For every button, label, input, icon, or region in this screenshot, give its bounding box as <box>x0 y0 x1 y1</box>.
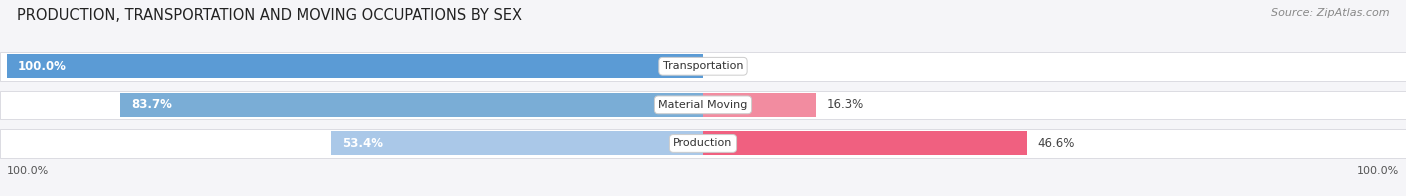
Bar <box>0 91 1406 119</box>
Text: 0.0%: 0.0% <box>713 60 742 73</box>
Text: 83.7%: 83.7% <box>131 98 172 111</box>
Text: PRODUCTION, TRANSPORTATION AND MOVING OCCUPATIONS BY SEX: PRODUCTION, TRANSPORTATION AND MOVING OC… <box>17 8 522 23</box>
Text: Source: ZipAtlas.com: Source: ZipAtlas.com <box>1271 8 1389 18</box>
Text: Material Moving: Material Moving <box>658 100 748 110</box>
Text: 53.4%: 53.4% <box>342 137 382 150</box>
Bar <box>121 93 703 117</box>
Bar <box>332 132 703 155</box>
Text: Production: Production <box>673 138 733 148</box>
Text: 100.0%: 100.0% <box>7 166 49 176</box>
Bar <box>7 54 703 78</box>
Bar <box>703 132 1028 155</box>
Text: 46.6%: 46.6% <box>1038 137 1076 150</box>
Text: 16.3%: 16.3% <box>827 98 865 111</box>
Text: 100.0%: 100.0% <box>1357 166 1399 176</box>
Bar <box>0 52 1406 81</box>
Bar <box>0 129 1406 158</box>
Text: 100.0%: 100.0% <box>17 60 66 73</box>
Text: Transportation: Transportation <box>662 61 744 71</box>
Bar <box>703 93 817 117</box>
